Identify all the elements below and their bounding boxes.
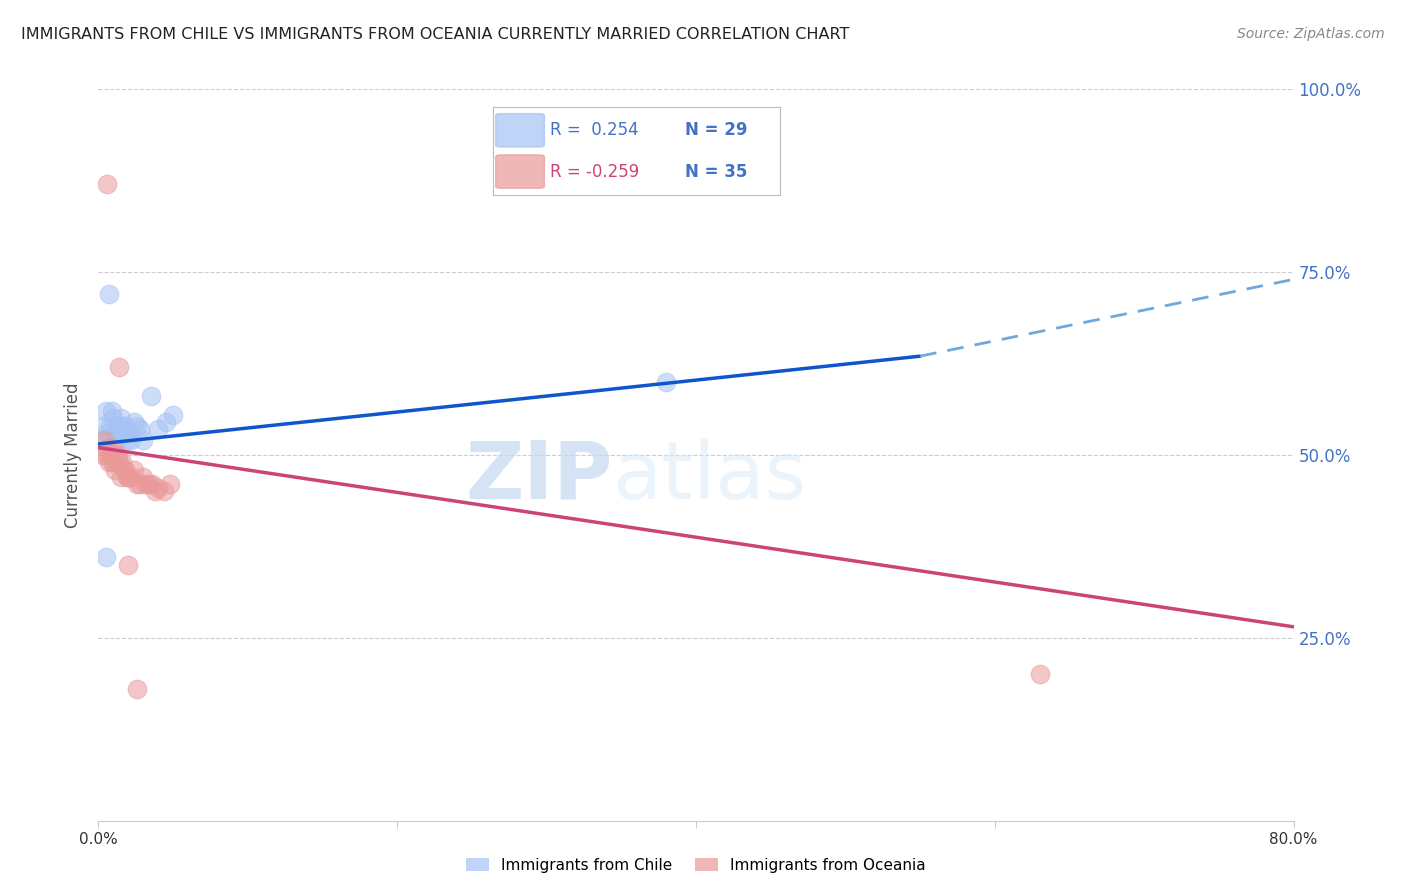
Text: ZIP: ZIP [465, 438, 613, 516]
Point [114, 462, 136, 476]
Point [97, 287, 120, 301]
Point [105, 455, 128, 469]
Point [112, 425, 135, 440]
Point [124, 462, 146, 476]
Point [1028, 667, 1050, 681]
Point [107, 448, 129, 462]
Point [97, 455, 120, 469]
Point [155, 415, 177, 429]
Point [108, 360, 131, 375]
Point [135, 477, 157, 491]
Point [117, 558, 139, 572]
Point [129, 477, 152, 491]
Point [148, 422, 170, 436]
Point [107, 418, 129, 433]
Point [148, 481, 170, 495]
Point [111, 455, 134, 469]
Point [120, 434, 142, 448]
Point [117, 470, 139, 484]
Point [143, 484, 166, 499]
Point [162, 408, 184, 422]
Point [103, 411, 125, 425]
Point [132, 470, 155, 484]
Point [111, 418, 134, 433]
Point [159, 477, 181, 491]
Point [101, 404, 124, 418]
Point [114, 418, 136, 433]
Point [96, 178, 118, 192]
Point [91, 448, 114, 462]
Point [110, 470, 132, 484]
Point [153, 484, 176, 499]
Point [115, 434, 138, 448]
Point [108, 425, 131, 440]
Point [105, 434, 128, 448]
Point [655, 375, 678, 389]
Y-axis label: Currently Married: Currently Married [65, 382, 83, 528]
Point [96, 441, 118, 455]
Text: IMMIGRANTS FROM CHILE VS IMMIGRANTS FROM OCEANIA CURRENTLY MARRIED CORRELATION C: IMMIGRANTS FROM CHILE VS IMMIGRANTS FROM… [21, 27, 849, 42]
Point [93, 434, 115, 448]
Point [127, 418, 149, 433]
Point [120, 470, 142, 484]
Point [108, 455, 131, 469]
Point [115, 470, 138, 484]
Point [112, 462, 135, 476]
Point [94, 404, 117, 418]
Point [96, 425, 118, 440]
Point [127, 681, 149, 696]
Point [117, 425, 139, 440]
Point [132, 434, 155, 448]
Text: atlas: atlas [613, 438, 807, 516]
Text: Source: ZipAtlas.com: Source: ZipAtlas.com [1237, 27, 1385, 41]
Point [124, 415, 146, 429]
Point [138, 477, 160, 491]
Point [101, 455, 124, 469]
Legend: Immigrants from Chile, Immigrants from Oceania: Immigrants from Chile, Immigrants from O… [460, 852, 932, 879]
Point [104, 425, 127, 440]
Point [100, 448, 122, 462]
Point [127, 477, 149, 491]
Point [91, 418, 114, 433]
Point [139, 389, 162, 403]
Point [94, 448, 117, 462]
Point [110, 411, 132, 425]
Point [100, 418, 122, 433]
Point [104, 462, 127, 476]
Point [129, 422, 152, 436]
Point [141, 477, 163, 491]
Point [93, 434, 115, 448]
Point [103, 441, 125, 455]
Point [94, 550, 117, 565]
